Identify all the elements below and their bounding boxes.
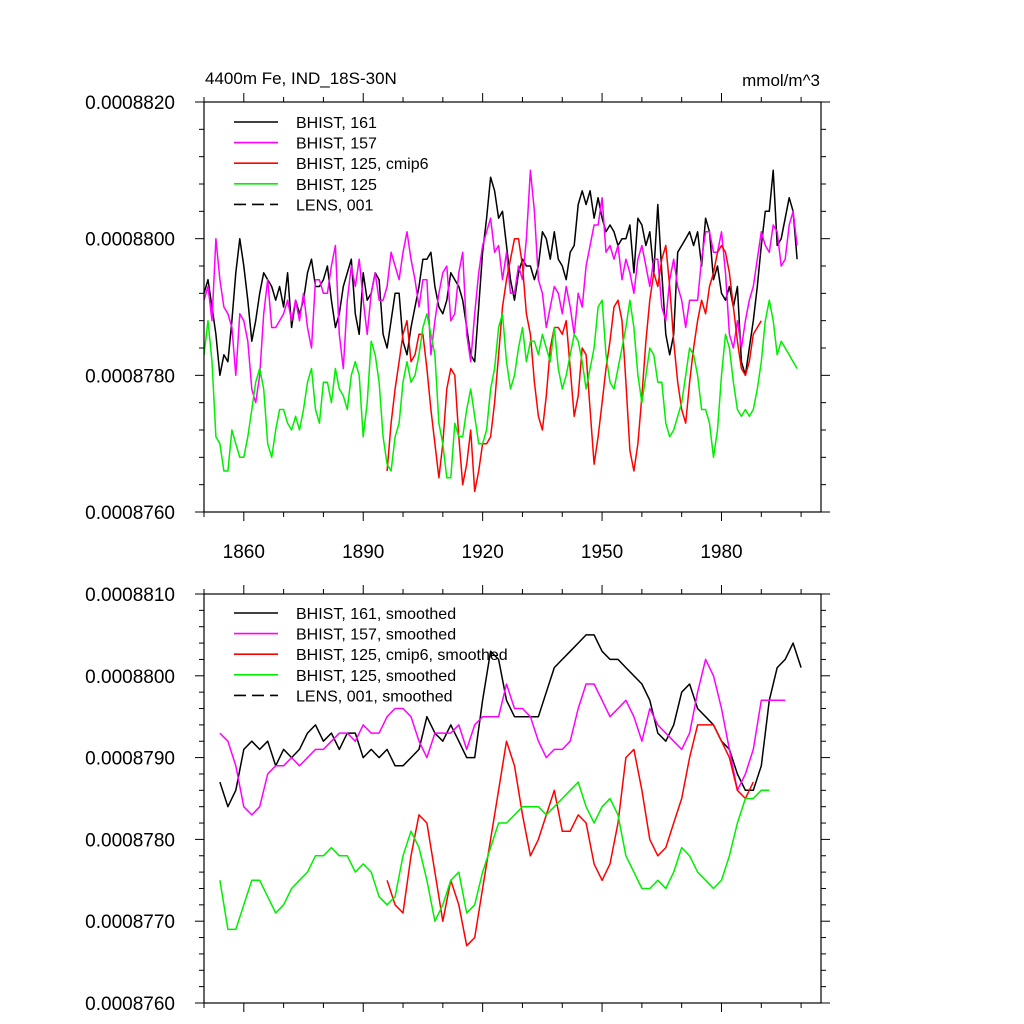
legend-label: LENS, 001, smoothed [296, 688, 453, 705]
units-label: mmol/m^3 [742, 71, 820, 90]
y-tick-label: 0.0008810 [85, 585, 175, 606]
y-tick-label: 0.0008780 [85, 830, 175, 851]
plot-frame [203, 593, 822, 1004]
legend-label: LENS, 001 [296, 197, 373, 214]
legend-label: BHIST, 157 [296, 136, 377, 153]
y-tick-label: 0.0008800 [85, 667, 175, 688]
series-line-3 [219, 781, 770, 931]
x-tick-label: 1980 [700, 542, 742, 563]
legend-label: BHIST, 125, cmip6 [296, 156, 429, 173]
series-line-1 [219, 658, 786, 816]
y-tick-label: 0.0008760 [85, 503, 175, 524]
y-tick-label: 0.0008760 [85, 994, 175, 1015]
series-line-2 [386, 237, 762, 493]
chart-title: 4400m Fe, IND_18S-30N [205, 69, 397, 88]
x-tick-label: 1920 [462, 542, 504, 563]
legend-label: BHIST, 161, smoothed [296, 606, 456, 623]
bottom-panel: 0.0008760 0.0008770 0.0008780 0.0008790 0.00… [85, 585, 830, 1015]
y-tick-label: 0.0008790 [85, 749, 175, 770]
legend-label: BHIST, 157, smoothed [296, 627, 456, 644]
series-line-2 [386, 724, 754, 947]
legend-label: BHIST, 125 [296, 177, 377, 194]
top-panel: 1860 1890 1920 1950 1980 0.0008760 0.0008780 0.… [85, 93, 830, 563]
y-tick-label: 0.0008820 [85, 93, 175, 114]
series-line-0 [219, 634, 802, 808]
y-tick-label: 0.0008800 [85, 230, 175, 251]
plot-frame [203, 101, 822, 513]
legend-label: BHIST, 125, cmip6, smoothed [296, 647, 508, 664]
series-line-1 [203, 169, 798, 404]
legend-label: BHIST, 125, smoothed [296, 668, 456, 685]
x-tick-label: 1860 [223, 542, 265, 563]
y-tick-label: 0.0008780 [85, 366, 175, 387]
x-tick-label: 1950 [581, 542, 623, 563]
series-line-3 [203, 299, 798, 479]
legend-label: BHIST, 161 [296, 115, 377, 132]
x-tick-label: 1890 [342, 542, 384, 563]
y-tick-label: 0.0008770 [85, 912, 175, 933]
